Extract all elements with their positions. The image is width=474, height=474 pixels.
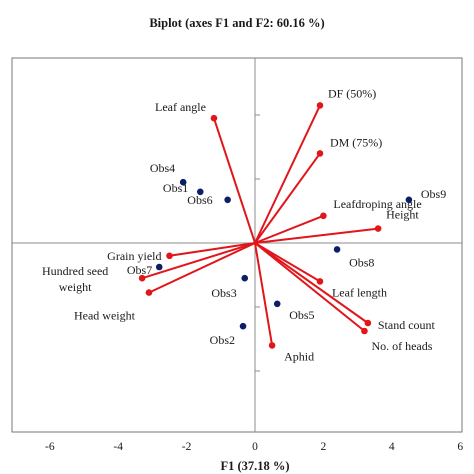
x-tick-label: -2: [182, 441, 192, 453]
vector-tip-hundred-seed-weight: [138, 274, 146, 282]
vector-leaf-length: [254, 242, 321, 283]
label-hundred-seed-weight: Hundred seed weight: [42, 264, 108, 294]
vector-tip-aphid: [268, 342, 276, 349]
label-obs6: Obs6: [187, 193, 212, 207]
vector-tip-height: [374, 225, 382, 232]
vector-tip-dm-75: [316, 150, 324, 157]
point-obs6: [224, 196, 231, 204]
vector-tip-no-of-heads: [361, 327, 368, 335]
label-aphid: Aphid: [284, 349, 314, 363]
vector-tip-stand-count: [364, 319, 372, 327]
point-obs5: [273, 300, 281, 308]
x-tick-label: -6: [45, 441, 55, 453]
label-leafdroping-angle: Leafdroping angle: [333, 197, 421, 211]
label-leaf-angle: Leaf angle: [155, 100, 206, 114]
label-obs4: Obs4: [150, 161, 175, 175]
vector-tip-grain-yield: [166, 252, 173, 260]
label-grain-yield: Grain yield: [107, 249, 161, 263]
label-obs2: Obs2: [210, 333, 235, 347]
point-obs9: [405, 196, 413, 204]
label-dm-75: DM (75%): [330, 135, 382, 149]
chart-title: Biplot (axes F1 and F2: 60.16 %): [149, 16, 324, 30]
vector-tip-leaf-angle: [210, 114, 218, 122]
label-obs1: Obs1: [163, 181, 188, 195]
point-obs1: [196, 188, 204, 196]
vector-tip-head-weight: [145, 289, 153, 296]
vector-grain-yield: [169, 242, 256, 257]
observation-points: [155, 178, 413, 330]
label-obs3: Obs3: [211, 286, 236, 300]
label-obs9: Obs9: [421, 187, 446, 201]
label-stand-count: Stand count: [378, 318, 436, 332]
vector-aphid: [254, 242, 274, 346]
x-tick-label: 2: [321, 441, 327, 453]
x-axis-ticks: -6 -4 -2 0 2 4 6: [45, 441, 463, 453]
label-df-50: DF (50%): [328, 86, 376, 100]
x-tick-label: 0: [252, 441, 258, 453]
point-obs7: [155, 263, 163, 271]
x-tick-label: 6: [457, 441, 463, 453]
vector-tip-leafdroping-angle: [320, 212, 327, 220]
point-obs4: [179, 178, 187, 186]
label-leaf-length: Leaf length: [332, 285, 387, 299]
x-tick-label: 4: [389, 441, 395, 453]
vector-leaf-angle: [213, 117, 256, 244]
label-obs5: Obs5: [289, 308, 314, 322]
label-obs8: Obs8: [349, 255, 374, 269]
x-tick-label: -4: [113, 441, 123, 453]
label-obs7: Obs7: [127, 263, 152, 277]
vector-head-weight: [148, 242, 256, 294]
label-no-of-heads: No. of heads: [371, 339, 432, 353]
label-head-weight: Head weight: [74, 309, 136, 323]
vector-dm-75: [254, 152, 321, 244]
point-obs8: [333, 246, 341, 253]
point-obs3: [241, 274, 249, 282]
point-obs2: [239, 322, 247, 330]
vector-height: [254, 227, 379, 244]
point-labels: Leaf angle DF (50%) DM (75%) Leafdroping an…: [42, 86, 446, 363]
vector-leafdroping-angle: [254, 214, 324, 244]
vector-df-50: [254, 104, 321, 244]
label-height: Height: [386, 208, 419, 222]
vector-tip-leaf-length: [316, 278, 324, 285]
variable-vectors: [138, 102, 382, 349]
x-axis-label: F1 (37.18 %): [220, 459, 289, 473]
vector-stand-count: [254, 242, 369, 324]
plot-frame: [11, 57, 463, 433]
vector-hundred-seed-weight: [141, 242, 256, 280]
vector-no-of-heads: [254, 242, 366, 332]
vector-tip-df-50: [316, 102, 324, 109]
